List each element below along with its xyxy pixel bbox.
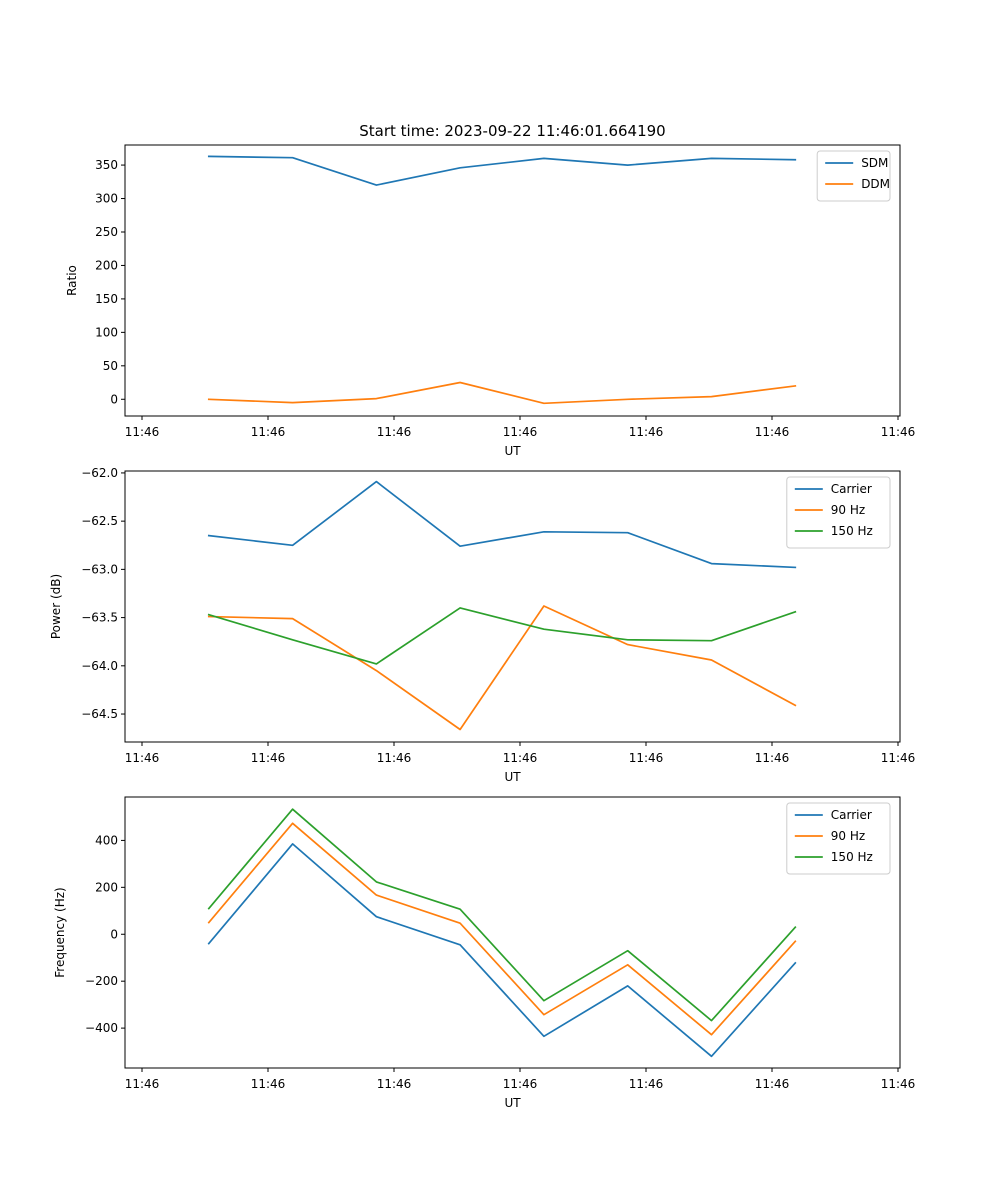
x-tick-label: 11:46	[377, 1077, 412, 1091]
series-line-carrier	[207, 843, 797, 1058]
x-tick-label: 11:46	[251, 425, 286, 439]
axes-frame	[124, 470, 901, 743]
y-tick-label: 100	[95, 325, 118, 339]
chart-panel-2: 11:46 11:46 11:46 11:46 11:46 11:46 11:46 −64.5…	[49, 466, 915, 784]
x-tick-label: 11:46	[125, 425, 160, 439]
legend-label: SDM	[861, 156, 888, 170]
x-tick-label: 11:46	[251, 1077, 286, 1091]
x-tick-label: 11:46	[755, 425, 790, 439]
x-tick-label: 11:46	[503, 425, 538, 439]
series-line-150-hz	[207, 808, 797, 1022]
legend-label: 90 Hz	[831, 829, 865, 843]
y-axis-label: Power (dB)	[49, 574, 63, 639]
legend-label: Carrier	[831, 808, 872, 822]
legend-label: 90 Hz	[831, 503, 865, 517]
y-tick-label: −400	[85, 1021, 118, 1035]
y-tick-label: −63.5	[81, 611, 118, 625]
y-tick-label: −63.0	[81, 562, 118, 576]
x-tick-label: 11:46	[125, 751, 160, 765]
series-line-carrier	[207, 480, 797, 569]
y-tick-label: 0	[110, 927, 118, 941]
chart-panel-3: 11:46 11:46 11:46 11:46 11:46 11:46 11:46 −400 −…	[53, 796, 916, 1110]
y-tick-label: 400	[95, 833, 118, 847]
axes-frame	[124, 144, 901, 417]
axes-frame	[124, 796, 901, 1069]
x-tick-label: 11:46	[881, 1077, 916, 1091]
x-tick-label: 11:46	[503, 751, 538, 765]
x-tick-label: 11:46	[629, 1077, 664, 1091]
legend-label: 150 Hz	[831, 850, 873, 864]
x-axis-label: UT	[504, 444, 521, 458]
y-axis-label: Ratio	[65, 265, 79, 296]
x-tick-label: 11:46	[755, 1077, 790, 1091]
x-tick-label: 11:46	[377, 425, 412, 439]
y-tick-label: −200	[85, 974, 118, 988]
series-line-90-hz	[207, 605, 797, 731]
y-tick-label: 150	[95, 292, 118, 306]
x-axis-label: UT	[504, 770, 521, 784]
series-line-sdm	[207, 155, 797, 186]
y-tick-label: 350	[95, 158, 118, 172]
y-tick-label: −62.5	[81, 514, 118, 528]
x-tick-label: 11:46	[251, 751, 286, 765]
y-tick-label: 200	[95, 880, 118, 894]
x-tick-label: 11:46	[881, 751, 916, 765]
x-tick-label: 11:46	[503, 1077, 538, 1091]
y-tick-label: 50	[103, 359, 118, 373]
y-tick-label: −62.0	[81, 466, 118, 480]
legend-label: Carrier	[831, 482, 872, 496]
y-tick-label: −64.5	[81, 707, 118, 721]
x-tick-label: 11:46	[377, 751, 412, 765]
chart-panel-1: Start time: 2023-09-22 11:46:01.664190 11…	[65, 122, 915, 458]
y-tick-label: −64.0	[81, 659, 118, 673]
x-axis-label: UT	[504, 1096, 521, 1110]
x-tick-label: 11:46	[629, 751, 664, 765]
y-tick-label: 250	[95, 225, 118, 239]
x-tick-label: 11:46	[881, 425, 916, 439]
chart-title: Start time: 2023-09-22 11:46:01.664190	[359, 122, 665, 140]
y-tick-label: 0	[110, 392, 118, 406]
y-axis-label: Frequency (Hz)	[53, 887, 67, 978]
x-tick-label: 11:46	[755, 751, 790, 765]
y-tick-label: 300	[95, 192, 118, 206]
series-line-150-hz	[207, 607, 797, 665]
legend-label: 150 Hz	[831, 524, 873, 538]
x-tick-label: 11:46	[629, 425, 664, 439]
series-line-ddm	[207, 381, 797, 405]
y-tick-label: 200	[95, 258, 118, 272]
series-line-90-hz	[207, 822, 797, 1036]
x-tick-label: 11:46	[125, 1077, 160, 1091]
legend-label: DDM	[861, 177, 890, 191]
